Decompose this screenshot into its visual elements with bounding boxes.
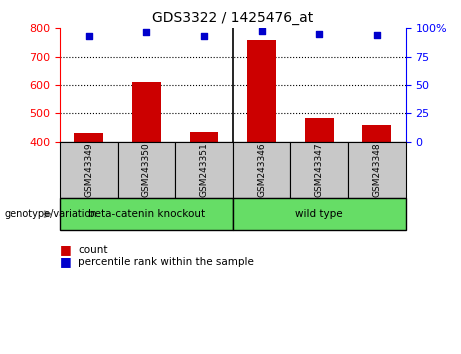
Text: GSM243350: GSM243350 — [142, 143, 151, 197]
Bar — [74, 133, 103, 142]
Text: GSM243351: GSM243351 — [200, 143, 208, 197]
Text: GSM243346: GSM243346 — [257, 143, 266, 197]
Text: wild type: wild type — [296, 209, 343, 219]
Bar — [362, 125, 391, 142]
Bar — [189, 132, 219, 142]
Text: ■: ■ — [60, 256, 71, 268]
Text: GSM243347: GSM243347 — [315, 143, 324, 197]
Text: beta-catenin knockout: beta-catenin knockout — [88, 209, 205, 219]
Text: ■: ■ — [60, 243, 71, 256]
Text: percentile rank within the sample: percentile rank within the sample — [78, 257, 254, 267]
Title: GDS3322 / 1425476_at: GDS3322 / 1425476_at — [152, 11, 313, 24]
Bar — [305, 118, 334, 142]
Text: GSM243348: GSM243348 — [372, 143, 381, 197]
Point — [258, 28, 266, 33]
Point — [200, 33, 207, 39]
Point — [315, 31, 323, 37]
Text: count: count — [78, 245, 108, 255]
Point — [373, 32, 381, 38]
Bar — [132, 82, 161, 142]
Bar — [247, 40, 276, 142]
Point — [85, 33, 92, 39]
Point — [142, 29, 150, 35]
Text: genotype/variation: genotype/variation — [5, 209, 97, 219]
Text: GSM243349: GSM243349 — [84, 143, 93, 197]
